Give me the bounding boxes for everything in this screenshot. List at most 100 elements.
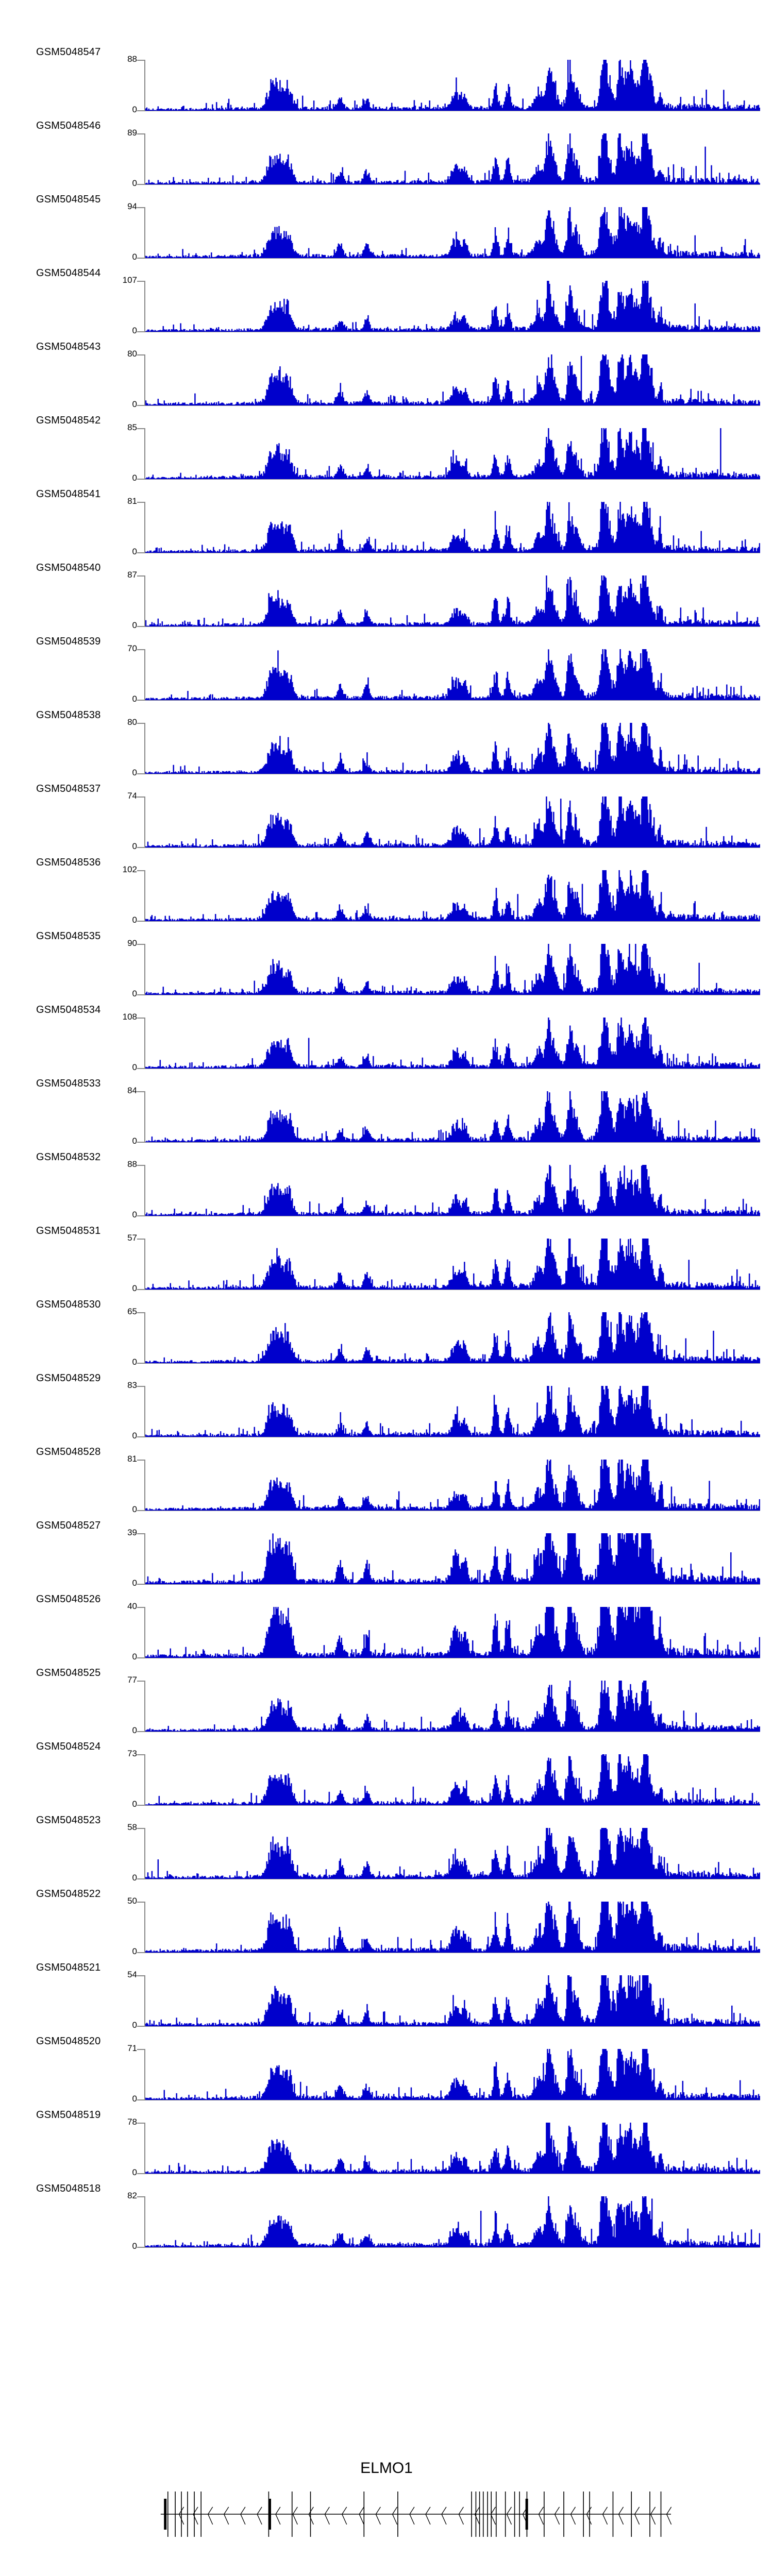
- chromosome-ideogram-panel: chr7: [0, 2571, 773, 2576]
- y-axis-tick-max: [137, 428, 145, 429]
- track-baseline: [145, 2173, 760, 2174]
- track-plot-area: 54 0: [127, 1970, 760, 2030]
- coverage-histogram: [145, 1607, 760, 1658]
- y-axis-zero-label: 0: [132, 105, 137, 114]
- track-sample-label: GSM5048533: [36, 1078, 101, 1089]
- y-axis-zero-label: 0: [132, 2241, 137, 2251]
- track-baseline: [145, 1952, 760, 1953]
- track-sample-label: GSM5048524: [36, 1741, 101, 1752]
- coverage-histogram: [145, 870, 760, 921]
- y-axis-tick-max: [137, 1828, 145, 1829]
- track-plot-area: 65 0: [127, 1307, 760, 1367]
- coverage-track[interactable]: GSM5048520 71 0: [0, 2030, 773, 2104]
- coverage-histogram: [145, 723, 760, 774]
- coverage-track[interactable]: GSM5048545 94 0: [0, 189, 773, 262]
- track-plot-area: 71 0: [127, 2043, 760, 2104]
- track-sample-label: GSM5048531: [36, 1225, 101, 1236]
- y-axis-tick-max: [137, 354, 145, 355]
- gene-model-diagram[interactable]: [145, 2483, 760, 2545]
- y-axis-line: [144, 1754, 145, 1806]
- track-baseline: [145, 626, 760, 627]
- coverage-track[interactable]: GSM5048519 78 0: [0, 2104, 773, 2178]
- coverage-histogram: [145, 1533, 760, 1584]
- coverage-track[interactable]: GSM5048547 88 0: [0, 41, 773, 115]
- coverage-track[interactable]: GSM5048528 81 0: [0, 1441, 773, 1515]
- track-sample-label: GSM5048541: [36, 488, 101, 500]
- coverage-track[interactable]: GSM5048544 107 0: [0, 262, 773, 336]
- track-plot-area: 50 0: [127, 1896, 760, 1956]
- y-axis-tick-max: [137, 281, 145, 282]
- coverage-histogram: [145, 133, 760, 184]
- track-baseline: [145, 1805, 760, 1806]
- y-axis-zero-label: 0: [132, 1504, 137, 1514]
- coverage-histogram: [145, 1681, 760, 1732]
- track-sample-label: GSM5048535: [36, 930, 101, 942]
- coverage-track[interactable]: GSM5048524 73 0: [0, 1736, 773, 1809]
- y-axis-max-label: 73: [127, 1749, 137, 1758]
- coverage-track[interactable]: GSM5048523 58 0: [0, 1809, 773, 1883]
- coverage-track[interactable]: GSM5048529 83 0: [0, 1367, 773, 1441]
- y-axis-tick-max: [137, 1975, 145, 1976]
- y-axis-line: [144, 2049, 145, 2100]
- y-axis-line: [144, 1386, 145, 1437]
- track-plot-area: 84 0: [127, 1086, 760, 1146]
- coverage-track[interactable]: GSM5048522 50 0: [0, 1883, 773, 1957]
- coverage-track[interactable]: GSM5048534 108 0: [0, 999, 773, 1073]
- y-axis-zero-label: 0: [132, 547, 137, 556]
- y-axis-tick-max: [137, 1091, 145, 1092]
- coverage-track[interactable]: GSM5048542 85 0: [0, 410, 773, 483]
- track-sample-label: GSM5048529: [36, 1372, 101, 1384]
- coverage-track[interactable]: GSM5048521 54 0: [0, 1957, 773, 2030]
- coverage-track[interactable]: GSM5048531 57 0: [0, 1220, 773, 1294]
- coverage-track[interactable]: GSM5048546 89 0: [0, 115, 773, 189]
- y-axis-zero-label: 0: [132, 841, 137, 851]
- coverage-track[interactable]: GSM5048518 82 0: [0, 2178, 773, 2251]
- y-axis-max-label: 102: [122, 865, 137, 874]
- coverage-histogram: [145, 1165, 760, 1216]
- coverage-histogram: [145, 428, 760, 479]
- y-axis-tick-zero: [137, 1215, 145, 1216]
- y-axis-tick-zero: [137, 331, 145, 332]
- track-plot-area: 74 0: [127, 791, 760, 851]
- coverage-track[interactable]: GSM5048536 102 0: [0, 852, 773, 925]
- track-sample-label: GSM5048545: [36, 194, 101, 205]
- y-axis-tick-zero: [137, 1805, 145, 1806]
- track-plot-area: 108 0: [123, 1012, 760, 1072]
- coverage-track[interactable]: GSM5048525 77 0: [0, 1662, 773, 1736]
- y-axis-max-label: 108: [122, 1012, 137, 1022]
- track-baseline: [145, 2026, 760, 2027]
- coverage-track[interactable]: GSM5048540 87 0: [0, 557, 773, 631]
- coverage-track[interactable]: GSM5048539 70 0: [0, 631, 773, 704]
- track-plot-area: 80 0: [127, 349, 760, 409]
- coverage-histogram: [145, 1018, 760, 1069]
- coverage-track[interactable]: GSM5048541 81 0: [0, 483, 773, 557]
- y-axis-tick-max: [137, 2196, 145, 2197]
- y-axis-tick-zero: [137, 847, 145, 848]
- coverage-track[interactable]: GSM5048538 80 0: [0, 704, 773, 778]
- y-axis-tick-max: [137, 60, 145, 61]
- coverage-track[interactable]: GSM5048532 88 0: [0, 1146, 773, 1220]
- y-axis-max-label: 88: [127, 1159, 137, 1169]
- y-axis-line: [144, 60, 145, 111]
- coverage-histogram: [145, 944, 760, 995]
- track-plot-area: 57 0: [127, 1233, 760, 1293]
- coverage-track[interactable]: GSM5048537 74 0: [0, 778, 773, 852]
- y-axis-max-label: 90: [127, 938, 137, 948]
- coverage-track[interactable]: GSM5048530 65 0: [0, 1294, 773, 1367]
- coverage-track[interactable]: GSM5048526 40 0: [0, 1588, 773, 1662]
- y-axis-tick-zero: [137, 1952, 145, 1953]
- y-axis-line: [144, 1533, 145, 1585]
- coverage-histogram: [145, 1754, 760, 1805]
- track-sample-label: GSM5048547: [36, 46, 101, 58]
- y-axis-zero-label: 0: [132, 473, 137, 483]
- y-axis-tick-zero: [137, 1142, 145, 1143]
- track-sample-label: GSM5048539: [36, 636, 101, 647]
- y-axis-zero-label: 0: [132, 252, 137, 262]
- coverage-track[interactable]: GSM5048535 90 0: [0, 925, 773, 999]
- coverage-track[interactable]: GSM5048527 39 0: [0, 1515, 773, 1588]
- coverage-track[interactable]: GSM5048533 84 0: [0, 1073, 773, 1146]
- y-axis-max-label: 82: [127, 2191, 137, 2200]
- y-axis-line: [144, 1828, 145, 1879]
- coverage-track[interactable]: GSM5048543 80 0: [0, 336, 773, 410]
- track-sample-label: GSM5048530: [36, 1299, 101, 1310]
